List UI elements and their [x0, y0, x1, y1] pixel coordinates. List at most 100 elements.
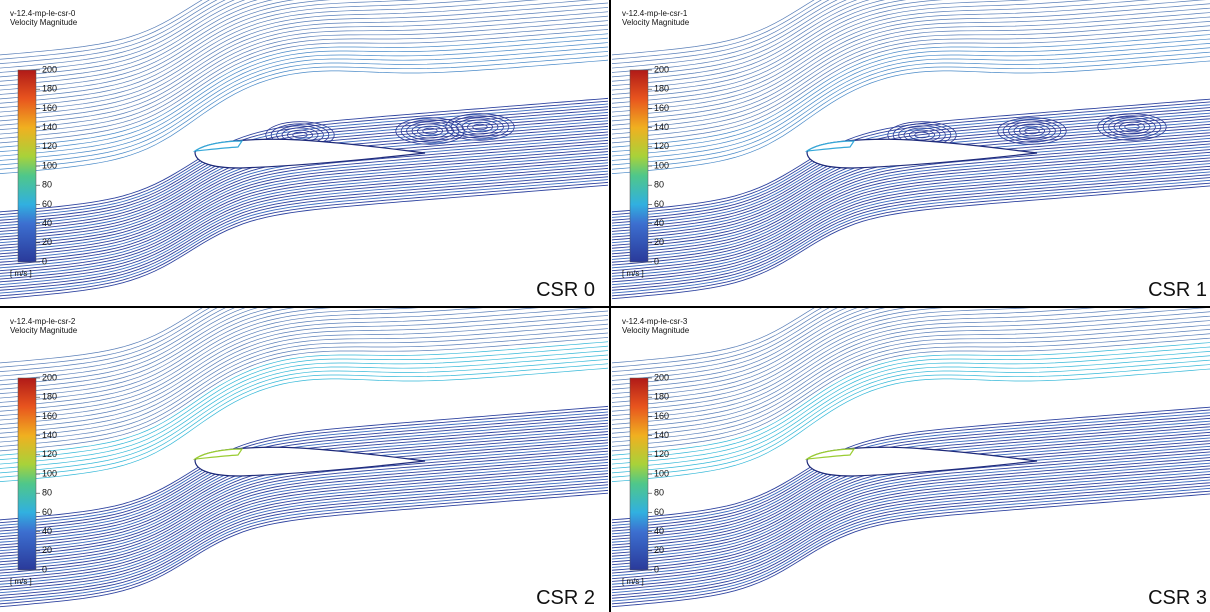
colorbar-tick-label: 140	[654, 430, 669, 440]
streamline	[612, 7, 1210, 122]
streamline	[612, 0, 870, 82]
colorbar-tick-label: 180	[654, 392, 669, 402]
streamline	[0, 481, 608, 596]
vortex	[1118, 121, 1145, 133]
streamline	[612, 0, 886, 87]
panel-subtitle: Velocity Magnitude	[10, 326, 78, 335]
streamline	[612, 165, 1210, 280]
streamline	[0, 408, 608, 524]
streamline	[0, 308, 226, 377]
streamline	[0, 170, 608, 286]
streamline	[0, 350, 608, 465]
colorbar-unit: [ m/s ]	[10, 269, 32, 278]
slat	[804, 448, 856, 460]
streamline	[0, 37, 608, 153]
streamline	[0, 459, 608, 574]
streamline	[612, 163, 1210, 277]
panel-title: v-12.4-mp-le-csr-2	[10, 317, 76, 326]
streamline	[612, 471, 1210, 585]
streamline	[0, 165, 608, 280]
streamline	[0, 363, 608, 478]
vortex	[395, 117, 465, 145]
streamline	[0, 0, 419, 100]
airfoil	[194, 446, 426, 477]
streamline	[0, 475, 608, 591]
streamline	[0, 337, 608, 452]
colorbar-tick-label: 20	[42, 237, 52, 247]
streamline	[0, 323, 608, 439]
streamline	[612, 364, 1210, 478]
streamline	[0, 111, 608, 227]
colorbar-tick-label: 100	[42, 468, 57, 478]
colorbar	[629, 69, 649, 263]
streamline	[0, 405, 608, 521]
streamline	[0, 367, 608, 483]
streamline	[0, 153, 608, 269]
streamline	[612, 451, 1210, 566]
streamline	[612, 308, 870, 390]
colorbar-tick-label: 160	[42, 411, 57, 421]
streamline	[0, 24, 608, 139]
streamline	[0, 162, 608, 277]
streamline	[0, 0, 274, 87]
streamline	[0, 354, 608, 469]
streamline	[0, 184, 608, 300]
vortex	[908, 129, 935, 141]
streamline	[0, 308, 203, 364]
streamline	[0, 0, 235, 73]
vortex	[461, 119, 499, 135]
streamline	[612, 308, 822, 368]
colorbar-tick-label: 40	[42, 218, 52, 228]
streamline	[612, 320, 1210, 434]
streamline	[0, 308, 258, 390]
colorbar-tick-label: 0	[42, 564, 47, 574]
streamlines	[0, 308, 608, 608]
streamline	[0, 173, 608, 288]
streamline	[612, 0, 822, 60]
streamline	[0, 46, 608, 161]
streamline	[612, 459, 1210, 574]
streamline	[612, 490, 1210, 605]
streamline	[0, 341, 608, 456]
streamline	[0, 0, 484, 104]
streamline	[0, 7, 608, 122]
streamline	[0, 417, 608, 532]
streamline	[612, 479, 1210, 594]
streamline	[612, 149, 1210, 263]
streamline	[612, 43, 1210, 157]
streamline	[612, 3, 1210, 117]
colorbar-tick-label: 160	[654, 411, 669, 421]
colorbar-tick-label: 40	[654, 526, 664, 536]
panel-label: CSR 1	[1148, 279, 1207, 301]
streamlines	[0, 0, 608, 300]
streamline	[0, 0, 540, 109]
streamline	[0, 464, 608, 580]
streamline	[0, 308, 295, 399]
streamline	[0, 315, 608, 430]
streamline	[612, 409, 1210, 524]
colorbar-tick-label: 20	[654, 545, 664, 555]
panel-title: v-12.4-mp-le-csr-3	[622, 317, 688, 326]
airfoil	[806, 138, 1038, 169]
colorbar-tick-label: 140	[42, 430, 57, 440]
colorbar-tick-label: 200	[42, 64, 57, 74]
streamline	[0, 55, 608, 170]
streamline	[0, 414, 608, 529]
streamline	[0, 148, 608, 263]
colorbar-tick-label: 100	[654, 160, 669, 170]
streamline	[612, 101, 1210, 216]
panel-subtitle: Velocity Magnitude	[622, 18, 690, 27]
colorbar-tick-label: 180	[42, 392, 57, 402]
streamline	[612, 342, 1210, 456]
streamline	[612, 355, 1210, 469]
streamline	[0, 42, 608, 157]
streamline	[0, 20, 608, 135]
vortex	[1097, 113, 1167, 141]
streamline	[612, 308, 858, 386]
streamline	[0, 151, 608, 266]
colorbar-tick-label: 60	[654, 507, 664, 517]
colorbar	[17, 69, 37, 263]
streamline	[0, 456, 608, 571]
streamline	[0, 308, 274, 395]
